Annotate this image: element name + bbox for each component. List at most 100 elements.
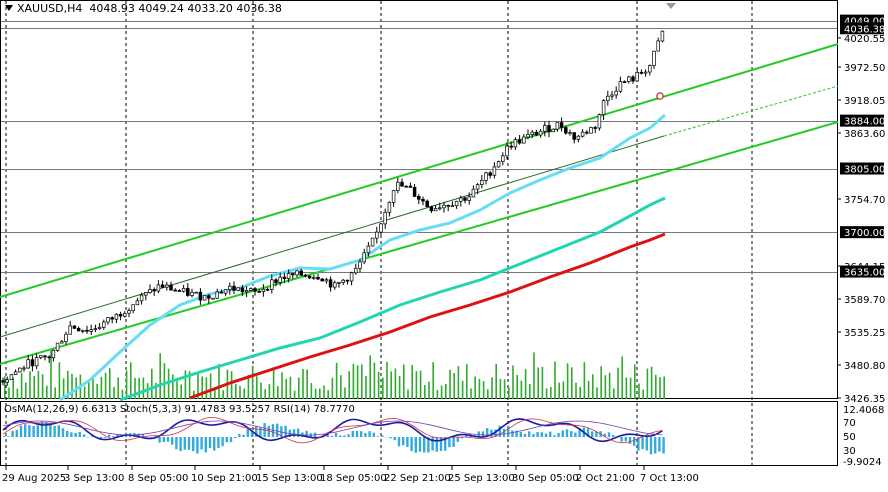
osma-bar bbox=[570, 431, 572, 437]
candle bbox=[644, 69, 647, 76]
osma-bar bbox=[171, 437, 173, 445]
volume-bar bbox=[235, 384, 237, 399]
osma-bar bbox=[557, 433, 559, 437]
candle bbox=[31, 355, 34, 371]
candle-body bbox=[128, 311, 131, 314]
osma-bar bbox=[641, 437, 643, 449]
candle-body bbox=[153, 290, 156, 292]
candle-body bbox=[371, 238, 374, 246]
candle bbox=[10, 374, 13, 380]
candle-body bbox=[489, 173, 492, 176]
candle-body bbox=[10, 375, 13, 380]
candle bbox=[636, 67, 639, 81]
candle bbox=[325, 278, 328, 284]
candle-body bbox=[220, 292, 223, 293]
indicator-axis-label: 12.4068 bbox=[843, 405, 884, 416]
candle bbox=[300, 269, 303, 276]
candle-body bbox=[39, 356, 42, 358]
candle bbox=[81, 330, 84, 334]
candle-body bbox=[115, 314, 118, 319]
volume-bar bbox=[588, 381, 590, 399]
osma-bar bbox=[104, 437, 106, 438]
candle-body bbox=[140, 295, 143, 301]
volume-bar bbox=[256, 376, 258, 399]
osma-bar bbox=[284, 426, 286, 437]
time-label: 2 Oct 21:00 bbox=[576, 473, 635, 484]
candle-body bbox=[300, 271, 303, 275]
osma-bar bbox=[331, 436, 333, 437]
price-axis[interactable]: 4020.553972.503918.053863.603754.703644.… bbox=[837, 15, 885, 405]
candle-body bbox=[556, 123, 559, 130]
osma-bar bbox=[66, 431, 68, 437]
candle-body bbox=[157, 285, 160, 291]
candle-body bbox=[413, 187, 416, 196]
candle-body bbox=[212, 298, 215, 299]
candle bbox=[560, 118, 563, 132]
osma-bar bbox=[247, 429, 249, 438]
candle-body bbox=[312, 277, 315, 278]
volume-bar bbox=[222, 390, 224, 399]
volume-bar bbox=[638, 384, 640, 399]
volume-bar bbox=[92, 377, 94, 399]
triangle-down-icon[interactable] bbox=[5, 5, 13, 11]
volume-bar bbox=[525, 369, 527, 399]
volume-bar bbox=[315, 389, 317, 399]
candle bbox=[577, 135, 580, 142]
volume-bar bbox=[29, 371, 31, 399]
osma-bar bbox=[188, 437, 190, 450]
candle bbox=[354, 264, 357, 275]
candle-body bbox=[585, 132, 588, 133]
candle bbox=[409, 183, 412, 188]
candle bbox=[153, 287, 156, 296]
candle bbox=[333, 281, 336, 290]
candle-body bbox=[657, 41, 660, 51]
volume-bar bbox=[336, 363, 338, 399]
volume-bar bbox=[273, 367, 275, 399]
candle-body bbox=[170, 285, 173, 290]
candle-body bbox=[258, 291, 261, 292]
volume-bar bbox=[285, 379, 287, 399]
candle-body bbox=[44, 356, 47, 357]
volume-bar bbox=[46, 386, 48, 399]
candle bbox=[489, 171, 492, 179]
osma-bar bbox=[3, 436, 5, 437]
candle bbox=[447, 205, 450, 212]
candle-body bbox=[228, 286, 231, 289]
candle-body bbox=[506, 146, 509, 156]
osma-bar bbox=[511, 430, 513, 437]
candle-body bbox=[31, 360, 34, 366]
candle bbox=[191, 289, 194, 298]
osma-bar bbox=[16, 430, 18, 437]
candle-body bbox=[518, 140, 521, 144]
candle-body bbox=[564, 128, 567, 134]
osma-bar bbox=[562, 430, 564, 437]
price-tick-label: 3863.60 bbox=[844, 129, 885, 140]
volume-bar bbox=[512, 366, 514, 400]
osma-bar bbox=[83, 434, 85, 437]
candle-body bbox=[627, 77, 630, 82]
volume-bar bbox=[327, 390, 329, 399]
volume-bar bbox=[609, 373, 611, 399]
volume-bar bbox=[298, 378, 300, 400]
candle bbox=[86, 326, 89, 334]
candle bbox=[556, 123, 559, 132]
candle bbox=[522, 134, 525, 144]
volume-bar bbox=[12, 378, 14, 399]
osma-bar bbox=[520, 432, 522, 437]
chart-title[interactable]: XAUUSD,H4 4048.93 4049.24 4033.20 4036.3… bbox=[2, 2, 282, 15]
candle-body bbox=[174, 290, 177, 291]
osma-bar bbox=[28, 425, 30, 437]
candle bbox=[569, 130, 572, 136]
candle bbox=[573, 132, 576, 143]
volume-bar bbox=[558, 383, 560, 399]
candle-body bbox=[552, 129, 555, 132]
volume-bar bbox=[17, 389, 19, 399]
candle bbox=[619, 77, 622, 94]
osma-bar bbox=[62, 428, 64, 437]
osma-bar bbox=[633, 437, 635, 446]
candle-body bbox=[60, 342, 63, 343]
candle bbox=[39, 356, 42, 360]
candle-body bbox=[417, 196, 420, 199]
